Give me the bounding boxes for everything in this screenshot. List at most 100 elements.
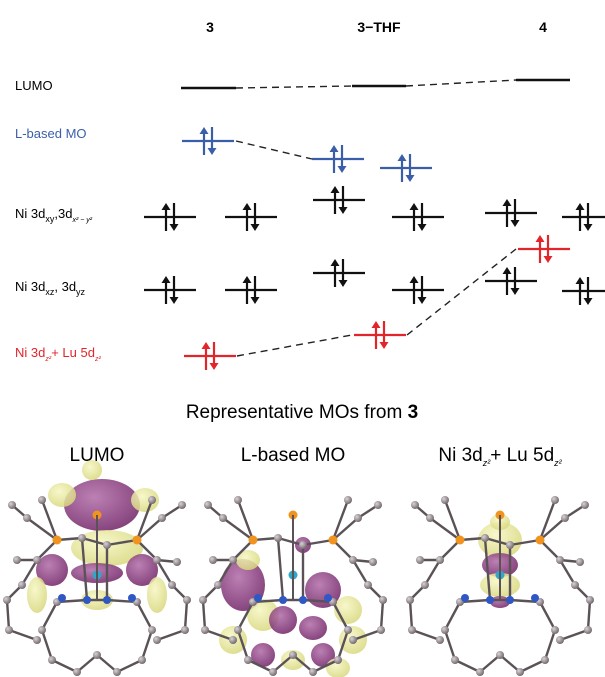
carbon-atom <box>441 496 449 504</box>
carbon-atom <box>13 556 21 564</box>
bond <box>106 538 138 547</box>
bond <box>222 517 254 541</box>
carbon-atom <box>199 596 207 604</box>
panel3-sub1: z² <box>482 458 492 468</box>
bond <box>484 536 511 547</box>
bond <box>539 517 566 541</box>
carbon-atom <box>38 626 46 634</box>
orbital-lobe <box>281 650 305 670</box>
carbon-atom <box>481 534 489 542</box>
carbon-atom <box>274 534 282 542</box>
panel-title-lumo: LUMO <box>70 445 125 466</box>
bond <box>40 601 59 631</box>
bond <box>429 517 461 541</box>
carbon-atom <box>234 496 242 504</box>
orbital-lobe <box>311 643 335 667</box>
row-label-lumo: LUMO <box>15 78 53 93</box>
level-dxy-3-b <box>225 203 277 231</box>
carbon-atom <box>421 581 429 589</box>
representative-mos-title: Representative MOs from 3 <box>186 402 418 423</box>
carbon-atom <box>269 668 277 676</box>
bond <box>232 539 254 561</box>
panel-title-ni-dz2: Ni 3dz²+ Lu 5dz² <box>438 445 562 468</box>
ni-dxy-sub1: xy <box>45 214 55 224</box>
carbon-atom <box>556 636 564 644</box>
bond <box>479 654 501 673</box>
phosphorus-atom <box>52 535 62 545</box>
carbon-atom <box>181 626 189 634</box>
carbon-atom <box>369 558 377 566</box>
carbon-atom <box>506 541 514 549</box>
carbon-atom <box>586 596 594 604</box>
nitrogen-atom <box>486 596 494 604</box>
nitrogen-atom <box>103 596 111 604</box>
bond <box>312 658 339 674</box>
carbon-atom <box>426 514 434 522</box>
carbon-atom <box>451 656 459 664</box>
carbon-atom <box>541 656 549 664</box>
ni-dxy-mid: ,3d <box>54 206 72 221</box>
carbon-atom <box>416 556 424 564</box>
level-dxy-3thf-b <box>392 203 444 231</box>
carbon-atom <box>168 581 176 589</box>
bond <box>236 499 255 541</box>
ni-dxz-sub1: xz <box>45 287 55 297</box>
phosphorus-atom <box>535 535 545 545</box>
bond <box>509 538 541 547</box>
bond <box>277 536 304 547</box>
carbon-atom <box>349 636 357 644</box>
dash-lumo-3thf-to-4 <box>405 79 517 87</box>
bond <box>538 601 557 631</box>
phosphorus-atom <box>328 535 338 545</box>
carbon-atom <box>23 514 31 522</box>
carbon-atom <box>178 501 186 509</box>
level-dxz-4-b <box>562 277 605 305</box>
carbon-atom <box>73 668 81 676</box>
carbon-atom <box>571 581 579 589</box>
bond <box>379 599 385 631</box>
bond <box>140 629 154 661</box>
representative-mos-title-text: Representative MOs from <box>186 402 408 423</box>
bond <box>519 658 546 674</box>
bond <box>443 629 457 661</box>
carbon-atom <box>201 626 209 634</box>
carbon-atom <box>153 556 161 564</box>
level-dxy-3thf-a <box>313 186 365 214</box>
level-dz2-3thf <box>354 321 406 349</box>
orbital-lobe <box>36 554 68 586</box>
level-dz2-4 <box>518 235 570 263</box>
carbon-atom <box>113 668 121 676</box>
carbon-atom <box>244 656 252 664</box>
ni-dz2-mid: + Lu 5d <box>51 345 95 360</box>
level-lbased-3thf-b <box>380 154 432 182</box>
level-dxy-4-b <box>562 203 605 231</box>
row-label-ni-dxy: Ni 3dxy,3dx² − y² <box>15 206 93 224</box>
bond <box>80 537 89 601</box>
orbital-lobe <box>251 643 275 667</box>
ni-dz2-sub1: z² <box>44 356 52 363</box>
orbital-lobe <box>82 460 102 480</box>
bond <box>332 539 354 561</box>
nitrogen-atom <box>531 594 539 602</box>
bond <box>5 599 11 631</box>
bond <box>204 628 234 642</box>
carbon-atom <box>234 626 242 634</box>
bond <box>499 654 521 673</box>
carbon-atom <box>219 514 227 522</box>
bond <box>292 654 314 673</box>
bond <box>558 559 577 586</box>
bond <box>136 517 163 541</box>
bond <box>411 628 441 642</box>
carbon-atom <box>33 556 41 564</box>
bond <box>423 559 442 586</box>
bond <box>156 628 186 642</box>
dash-dz2-3thf-to-4 <box>406 248 517 336</box>
bond <box>135 499 154 541</box>
bond <box>443 499 462 541</box>
molecule-render-l-based-mo <box>199 496 387 677</box>
bond <box>40 629 54 661</box>
carbon-atom <box>581 501 589 509</box>
phosphorus-atom <box>132 535 142 545</box>
column-header-3-thf: 3−THF <box>357 19 401 35</box>
